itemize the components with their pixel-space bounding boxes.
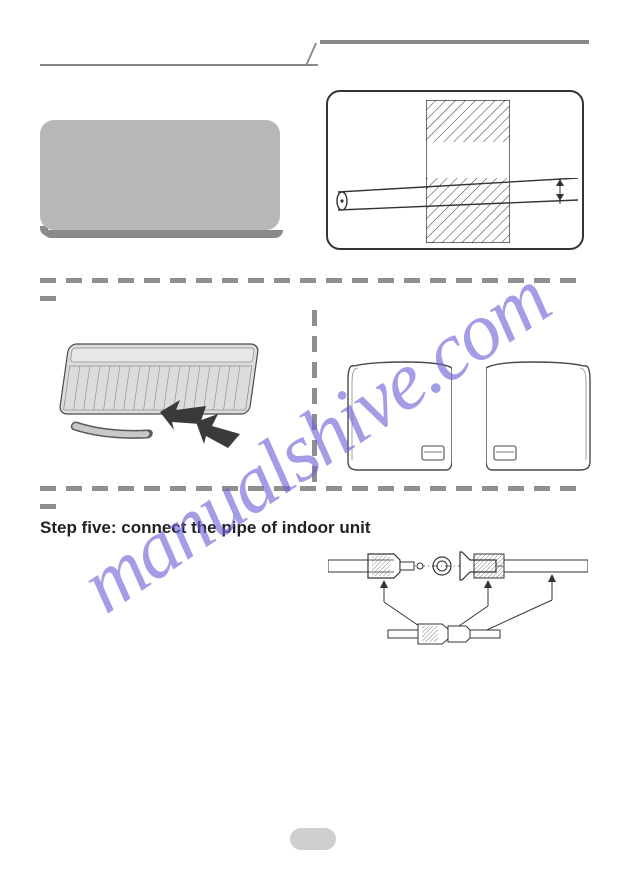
callout-box — [40, 120, 280, 230]
pipe-wall-diagram — [326, 90, 584, 250]
page-number-pill — [290, 828, 336, 850]
separator-vertical — [312, 310, 317, 482]
step-5-heading: Step five: connect the pipe of indoor un… — [40, 518, 371, 538]
side-panel-right-figure — [486, 360, 592, 472]
header-rule-diagonal — [305, 43, 327, 66]
callout-box-shadow — [43, 230, 283, 238]
header-rule-under — [40, 64, 318, 66]
separator-1 — [40, 278, 589, 284]
pipe-connector-diagram — [328, 542, 588, 662]
side-panel-left-figure — [346, 360, 452, 472]
indoor-unit-rear-figure — [40, 336, 286, 474]
separator-2 — [40, 486, 589, 492]
pipe-sleeve — [334, 178, 580, 212]
page-content: Step five: connect the pipe of indoor un… — [40, 40, 589, 853]
header-rule-top — [320, 40, 589, 44]
wall-hatch — [426, 100, 510, 243]
